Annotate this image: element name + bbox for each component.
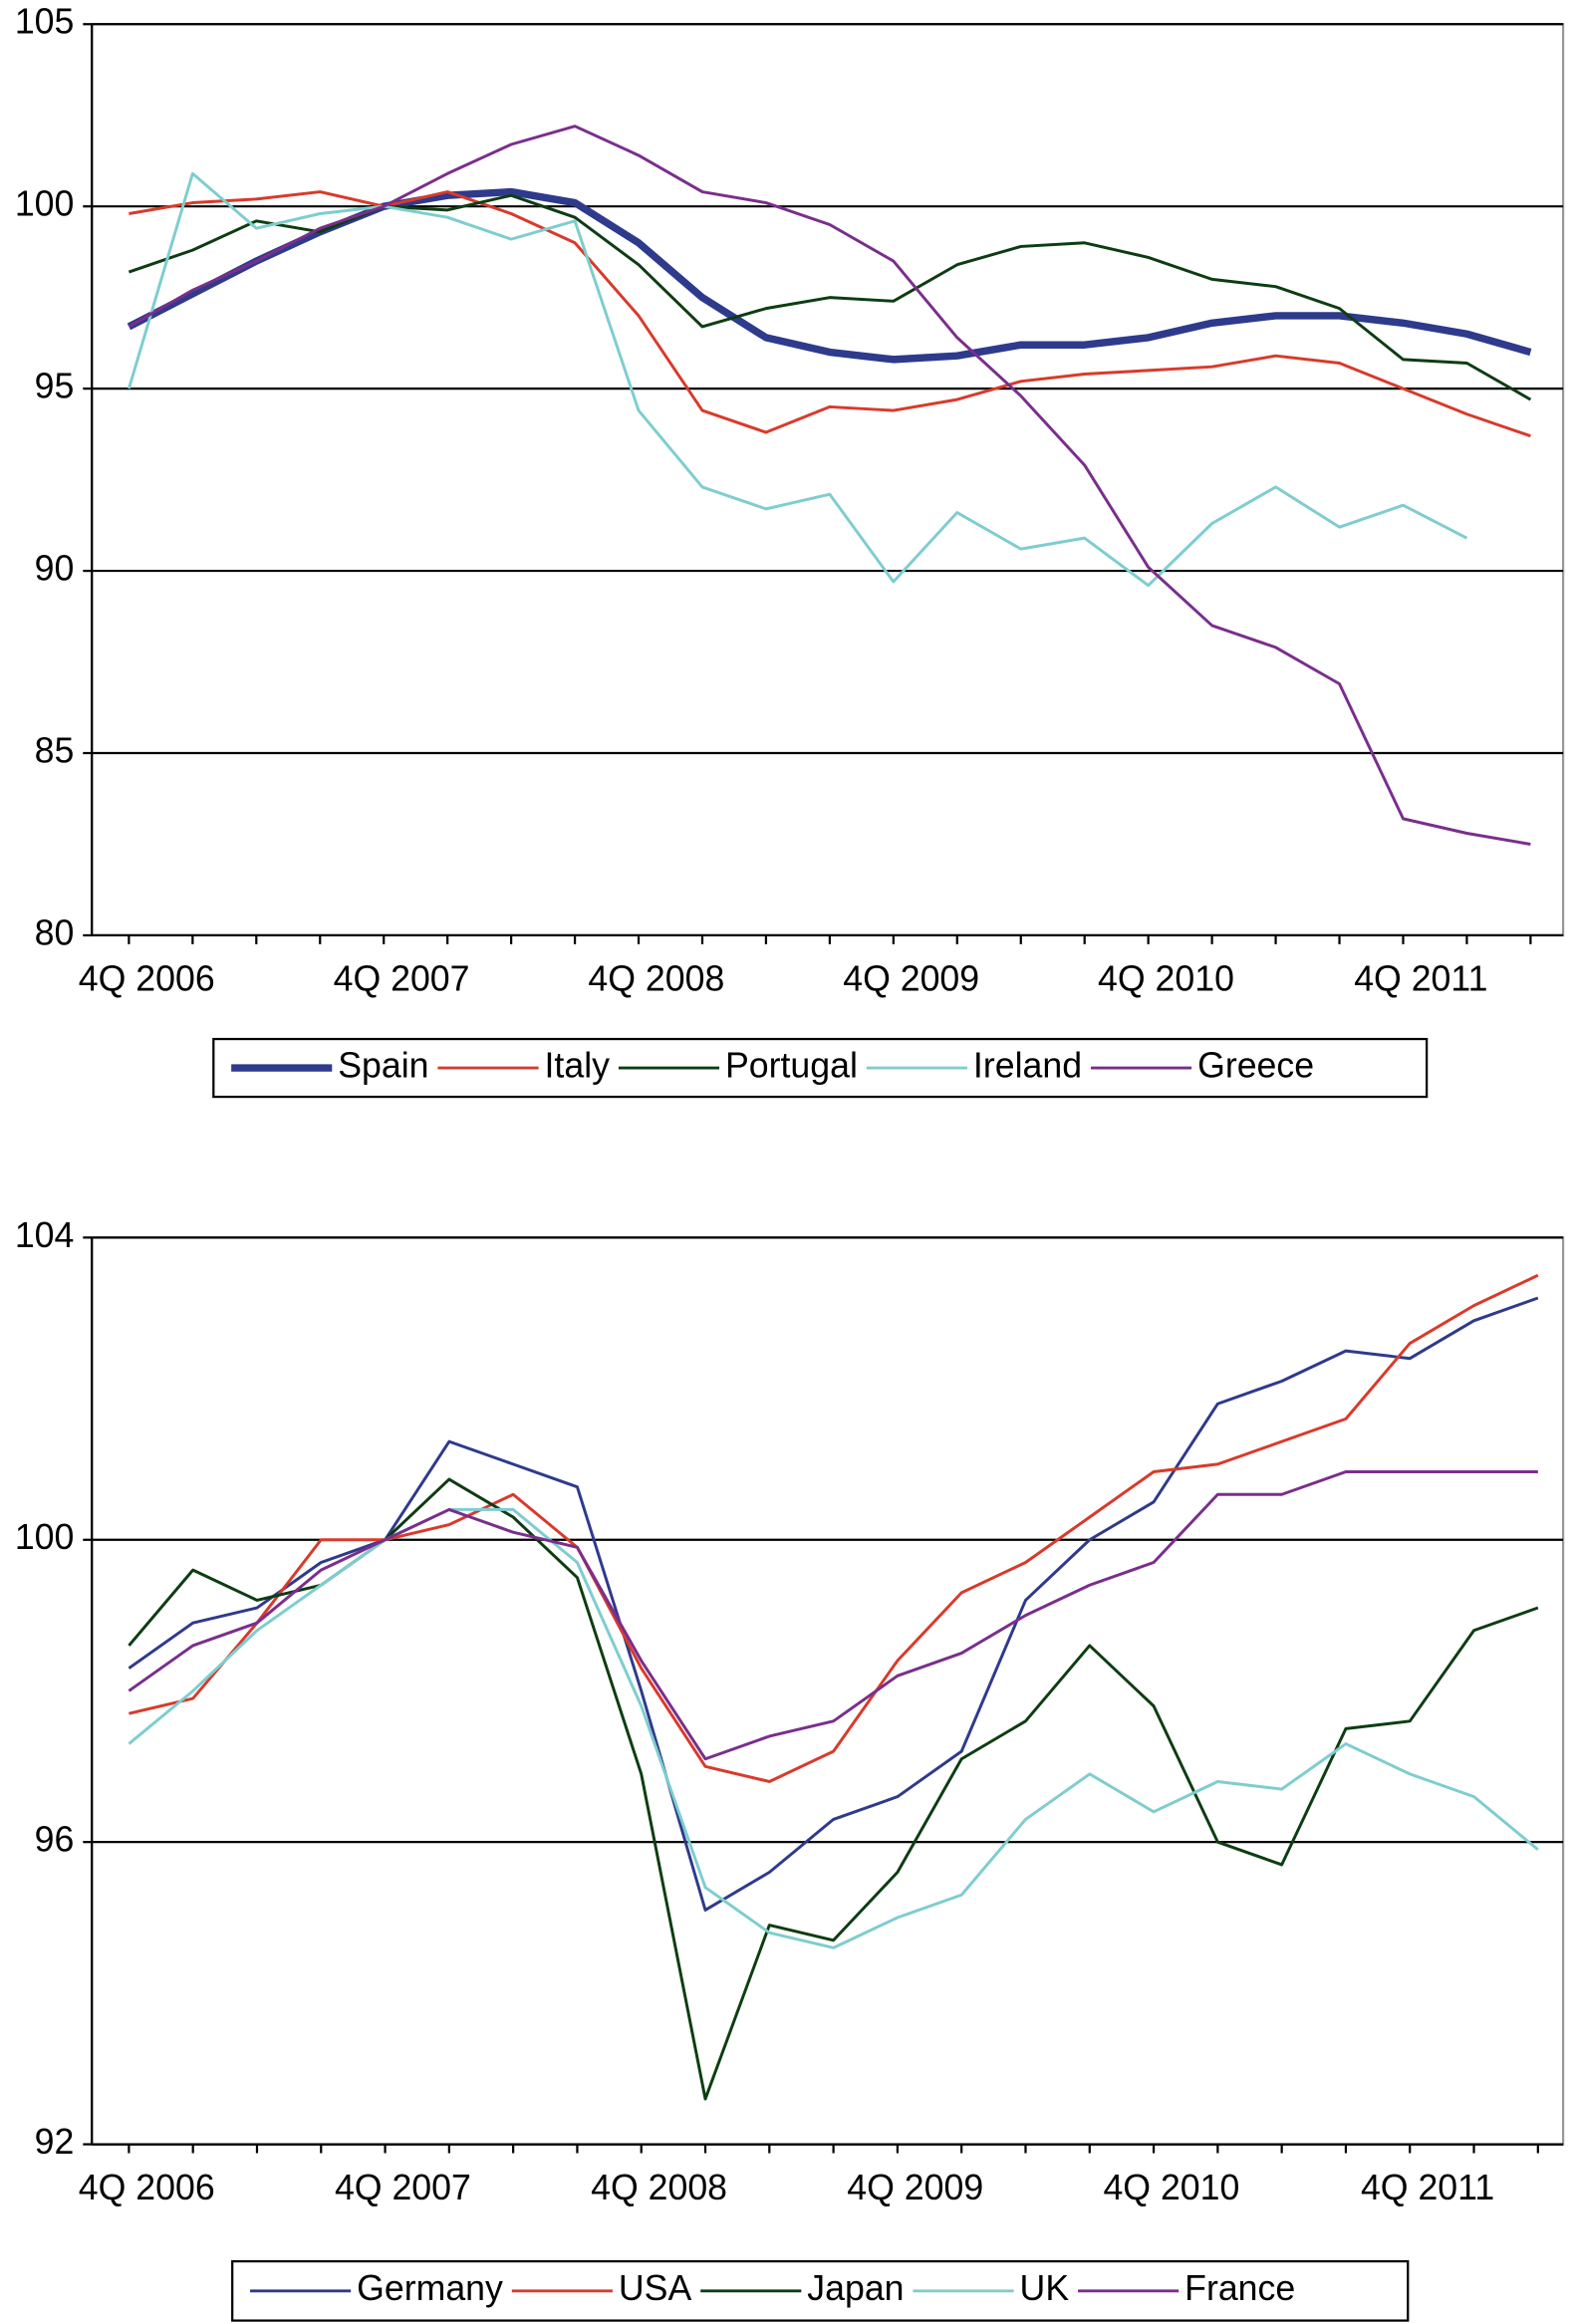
series-line	[128, 1296, 1539, 1912]
plot-frame	[91, 23, 1565, 937]
legend-label: UK	[1020, 2268, 1070, 2308]
y-tick-label: 95	[35, 367, 75, 406]
y-tick-label: 85	[35, 730, 75, 770]
x-tick-label: 4Q 2006	[79, 2168, 215, 2207]
series-line	[129, 190, 1531, 438]
legend-label: USA	[619, 2268, 692, 2308]
y-tick-label: 92	[35, 2122, 75, 2162]
y-tick-label: 105	[15, 2, 75, 42]
x-tick-label: 4Q 2010	[1098, 958, 1234, 998]
y-tick-label: 100	[15, 1517, 75, 1557]
series-line	[128, 1507, 1539, 1949]
x-tick-label: 4Q 2007	[334, 958, 470, 998]
legend-label: Italy	[545, 1045, 611, 1085]
legend-box	[212, 1037, 1429, 1099]
x-tick-label: 4Q 2008	[588, 958, 724, 998]
legend-label: Greece	[1197, 1045, 1314, 1085]
x-tick-label: 4Q 2008	[591, 2168, 727, 2207]
series-line	[128, 1470, 1538, 1761]
series-line	[127, 187, 1532, 364]
legend-label: Japan	[807, 2268, 904, 2308]
legend-label: Germany	[357, 2268, 503, 2308]
series-line	[128, 125, 1531, 846]
x-tick-label: 4Q 2006	[79, 958, 215, 998]
x-tick-label: 4Q 2010	[1103, 2168, 1239, 2207]
x-tick-label: 4Q 2011	[1361, 2168, 1494, 2207]
y-tick-label: 100	[15, 184, 75, 224]
x-tick-label: 4Q 2009	[843, 958, 979, 998]
y-tick-label: 96	[35, 1820, 75, 1860]
y-tick-label: 90	[35, 548, 75, 588]
legend-label: Ireland	[973, 1045, 1082, 1085]
x-tick-label: 4Q 2007	[335, 2168, 471, 2207]
legend-box	[231, 2259, 1410, 2322]
legend: Spain Italy Portugal Ireland Greece	[212, 1037, 1429, 1099]
y-tick-label: 80	[35, 912, 75, 952]
legend-label: Spain	[338, 1045, 428, 1085]
series-line	[129, 1273, 1539, 1783]
x-tick-label: 4Q 2009	[847, 2168, 983, 2207]
legend-label: Portugal	[725, 1045, 858, 1085]
legend-label: France	[1184, 2268, 1295, 2308]
legend: Germany USA Japan UK France	[231, 2259, 1410, 2322]
series-line	[127, 171, 1468, 588]
plot-frame	[91, 1236, 1565, 2146]
y-tick-label: 104	[15, 1215, 75, 1255]
x-tick-label: 4Q 2011	[1354, 958, 1487, 998]
